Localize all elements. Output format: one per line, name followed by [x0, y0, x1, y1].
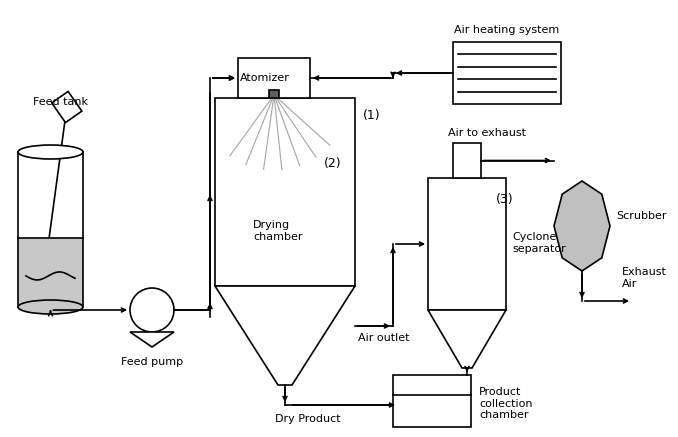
Text: Air outlet: Air outlet: [358, 333, 410, 343]
Text: (3): (3): [496, 194, 514, 207]
Text: Drying
chamber: Drying chamber: [253, 220, 302, 242]
Text: Air heating system: Air heating system: [454, 25, 559, 35]
Polygon shape: [554, 181, 610, 271]
Bar: [453, 143, 481, 178]
Ellipse shape: [18, 145, 83, 159]
Text: Feed tank: Feed tank: [33, 97, 88, 107]
Circle shape: [130, 288, 174, 332]
Polygon shape: [428, 310, 506, 368]
Bar: [215, 98, 355, 286]
Text: Air to exhaust: Air to exhaust: [448, 128, 526, 138]
Ellipse shape: [18, 300, 83, 314]
Polygon shape: [130, 332, 174, 347]
Text: (2): (2): [324, 156, 342, 170]
Text: Scrubber: Scrubber: [616, 211, 666, 221]
Text: Atomizer: Atomizer: [240, 73, 290, 83]
Bar: [393, 375, 471, 427]
Bar: [238, 58, 310, 98]
Polygon shape: [215, 286, 355, 385]
Text: Feed pump: Feed pump: [121, 357, 183, 367]
Bar: [453, 42, 561, 104]
Bar: [18, 152, 83, 307]
Text: Product
collection
chamber: Product collection chamber: [479, 387, 532, 420]
Text: Exhaust
Air: Exhaust Air: [622, 267, 667, 289]
Polygon shape: [52, 91, 82, 122]
Text: Cyclone
separator: Cyclone separator: [512, 232, 565, 254]
Bar: [18, 238, 83, 307]
Bar: [269, 90, 279, 98]
Text: (1): (1): [363, 110, 380, 122]
Text: Dry Product: Dry Product: [275, 414, 340, 424]
Bar: [428, 178, 506, 310]
